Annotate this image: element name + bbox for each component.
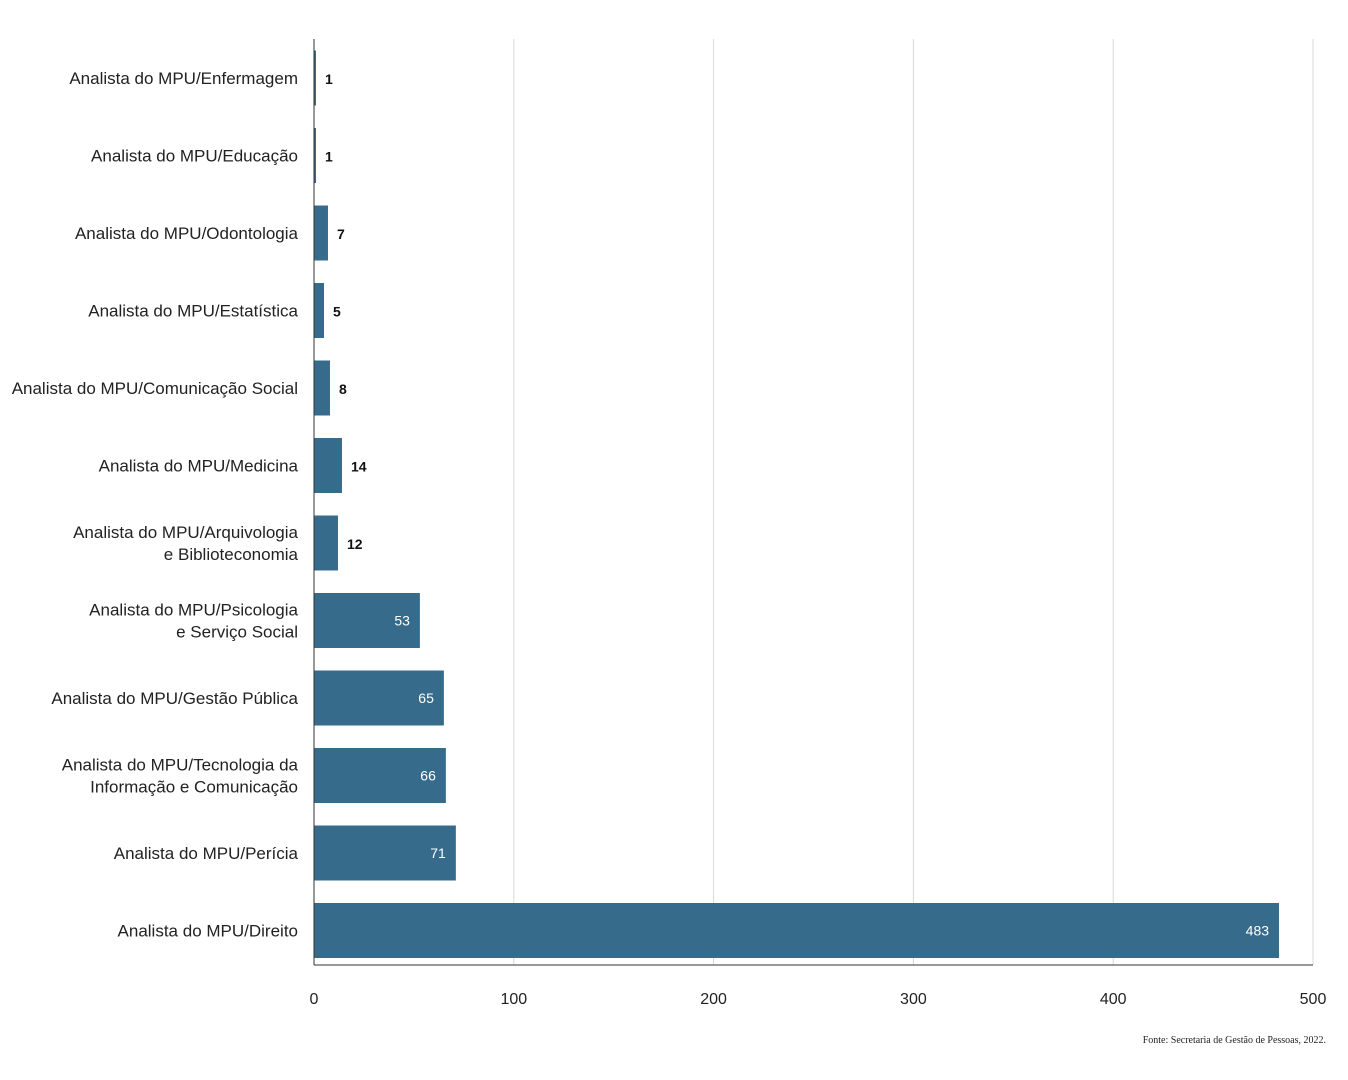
category-label: Analista do MPU/Enfermagem	[69, 69, 298, 88]
bar	[314, 593, 420, 648]
bar	[314, 903, 1280, 958]
category-label: Analista do MPU/Arquivologia	[73, 523, 298, 542]
bar	[314, 128, 316, 183]
x-tick-label: 100	[500, 991, 527, 1008]
data-label: 12	[347, 536, 363, 552]
bar	[314, 438, 342, 493]
x-tick-label: 400	[1100, 991, 1127, 1008]
x-tick-label: 300	[900, 991, 927, 1008]
bar	[314, 825, 456, 881]
category-label: Analista do MPU/Gestão Pública	[51, 689, 298, 708]
x-tick-label: 500	[1300, 991, 1327, 1008]
category-label: e Biblioteconomia	[164, 545, 299, 564]
bar	[314, 748, 446, 803]
data-label: 53	[394, 613, 410, 629]
category-label: Analista do MPU/Medicina	[99, 457, 299, 476]
value-labels: 1 1 7 5 8 14 12 53 65 66 71 483	[325, 71, 1269, 939]
bar	[314, 205, 328, 261]
x-tick-label: 0	[310, 991, 319, 1008]
bar	[314, 670, 444, 726]
category-labels: Analista do MPU/Enfermagem Analista do MP…	[12, 69, 299, 941]
data-label: 483	[1246, 923, 1270, 939]
data-label: 8	[339, 381, 347, 397]
category-label: Informação e Comunicação	[90, 778, 298, 797]
data-label: 71	[430, 845, 446, 861]
bars	[314, 50, 1280, 958]
category-label: Analista do MPU/Tecnologia da	[62, 756, 299, 775]
category-label: Analista do MPU/Educação	[91, 147, 298, 166]
data-label: 7	[337, 226, 345, 242]
category-label: Analista do MPU/Psicologia	[89, 601, 298, 620]
data-label: 1	[325, 71, 333, 87]
category-label: Analista do MPU/Estatística	[88, 302, 298, 321]
data-label: 1	[325, 149, 333, 165]
category-label: Analista do MPU/Comunicação Social	[12, 379, 298, 398]
source-note: Fonte: Secretaria de Gestão de Pessoas, …	[1142, 1035, 1326, 1046]
data-label: 14	[351, 459, 367, 475]
category-label: Analista do MPU/Perícia	[114, 844, 299, 863]
data-label: 66	[420, 768, 436, 784]
data-label: 5	[333, 304, 341, 320]
bar	[314, 360, 330, 416]
x-axis: 0 100 200 300 400 500	[310, 39, 1327, 1008]
data-label: 65	[418, 690, 434, 706]
category-label: Analista do MPU/Odontologia	[75, 224, 299, 243]
bar	[314, 50, 316, 106]
grid-lines	[513, 39, 1314, 965]
category-label: Analista do MPU/Direito	[118, 922, 298, 941]
category-label: e Serviço Social	[176, 623, 298, 642]
x-tick-label: 200	[700, 991, 727, 1008]
bar	[314, 283, 324, 338]
bar	[314, 515, 338, 571]
